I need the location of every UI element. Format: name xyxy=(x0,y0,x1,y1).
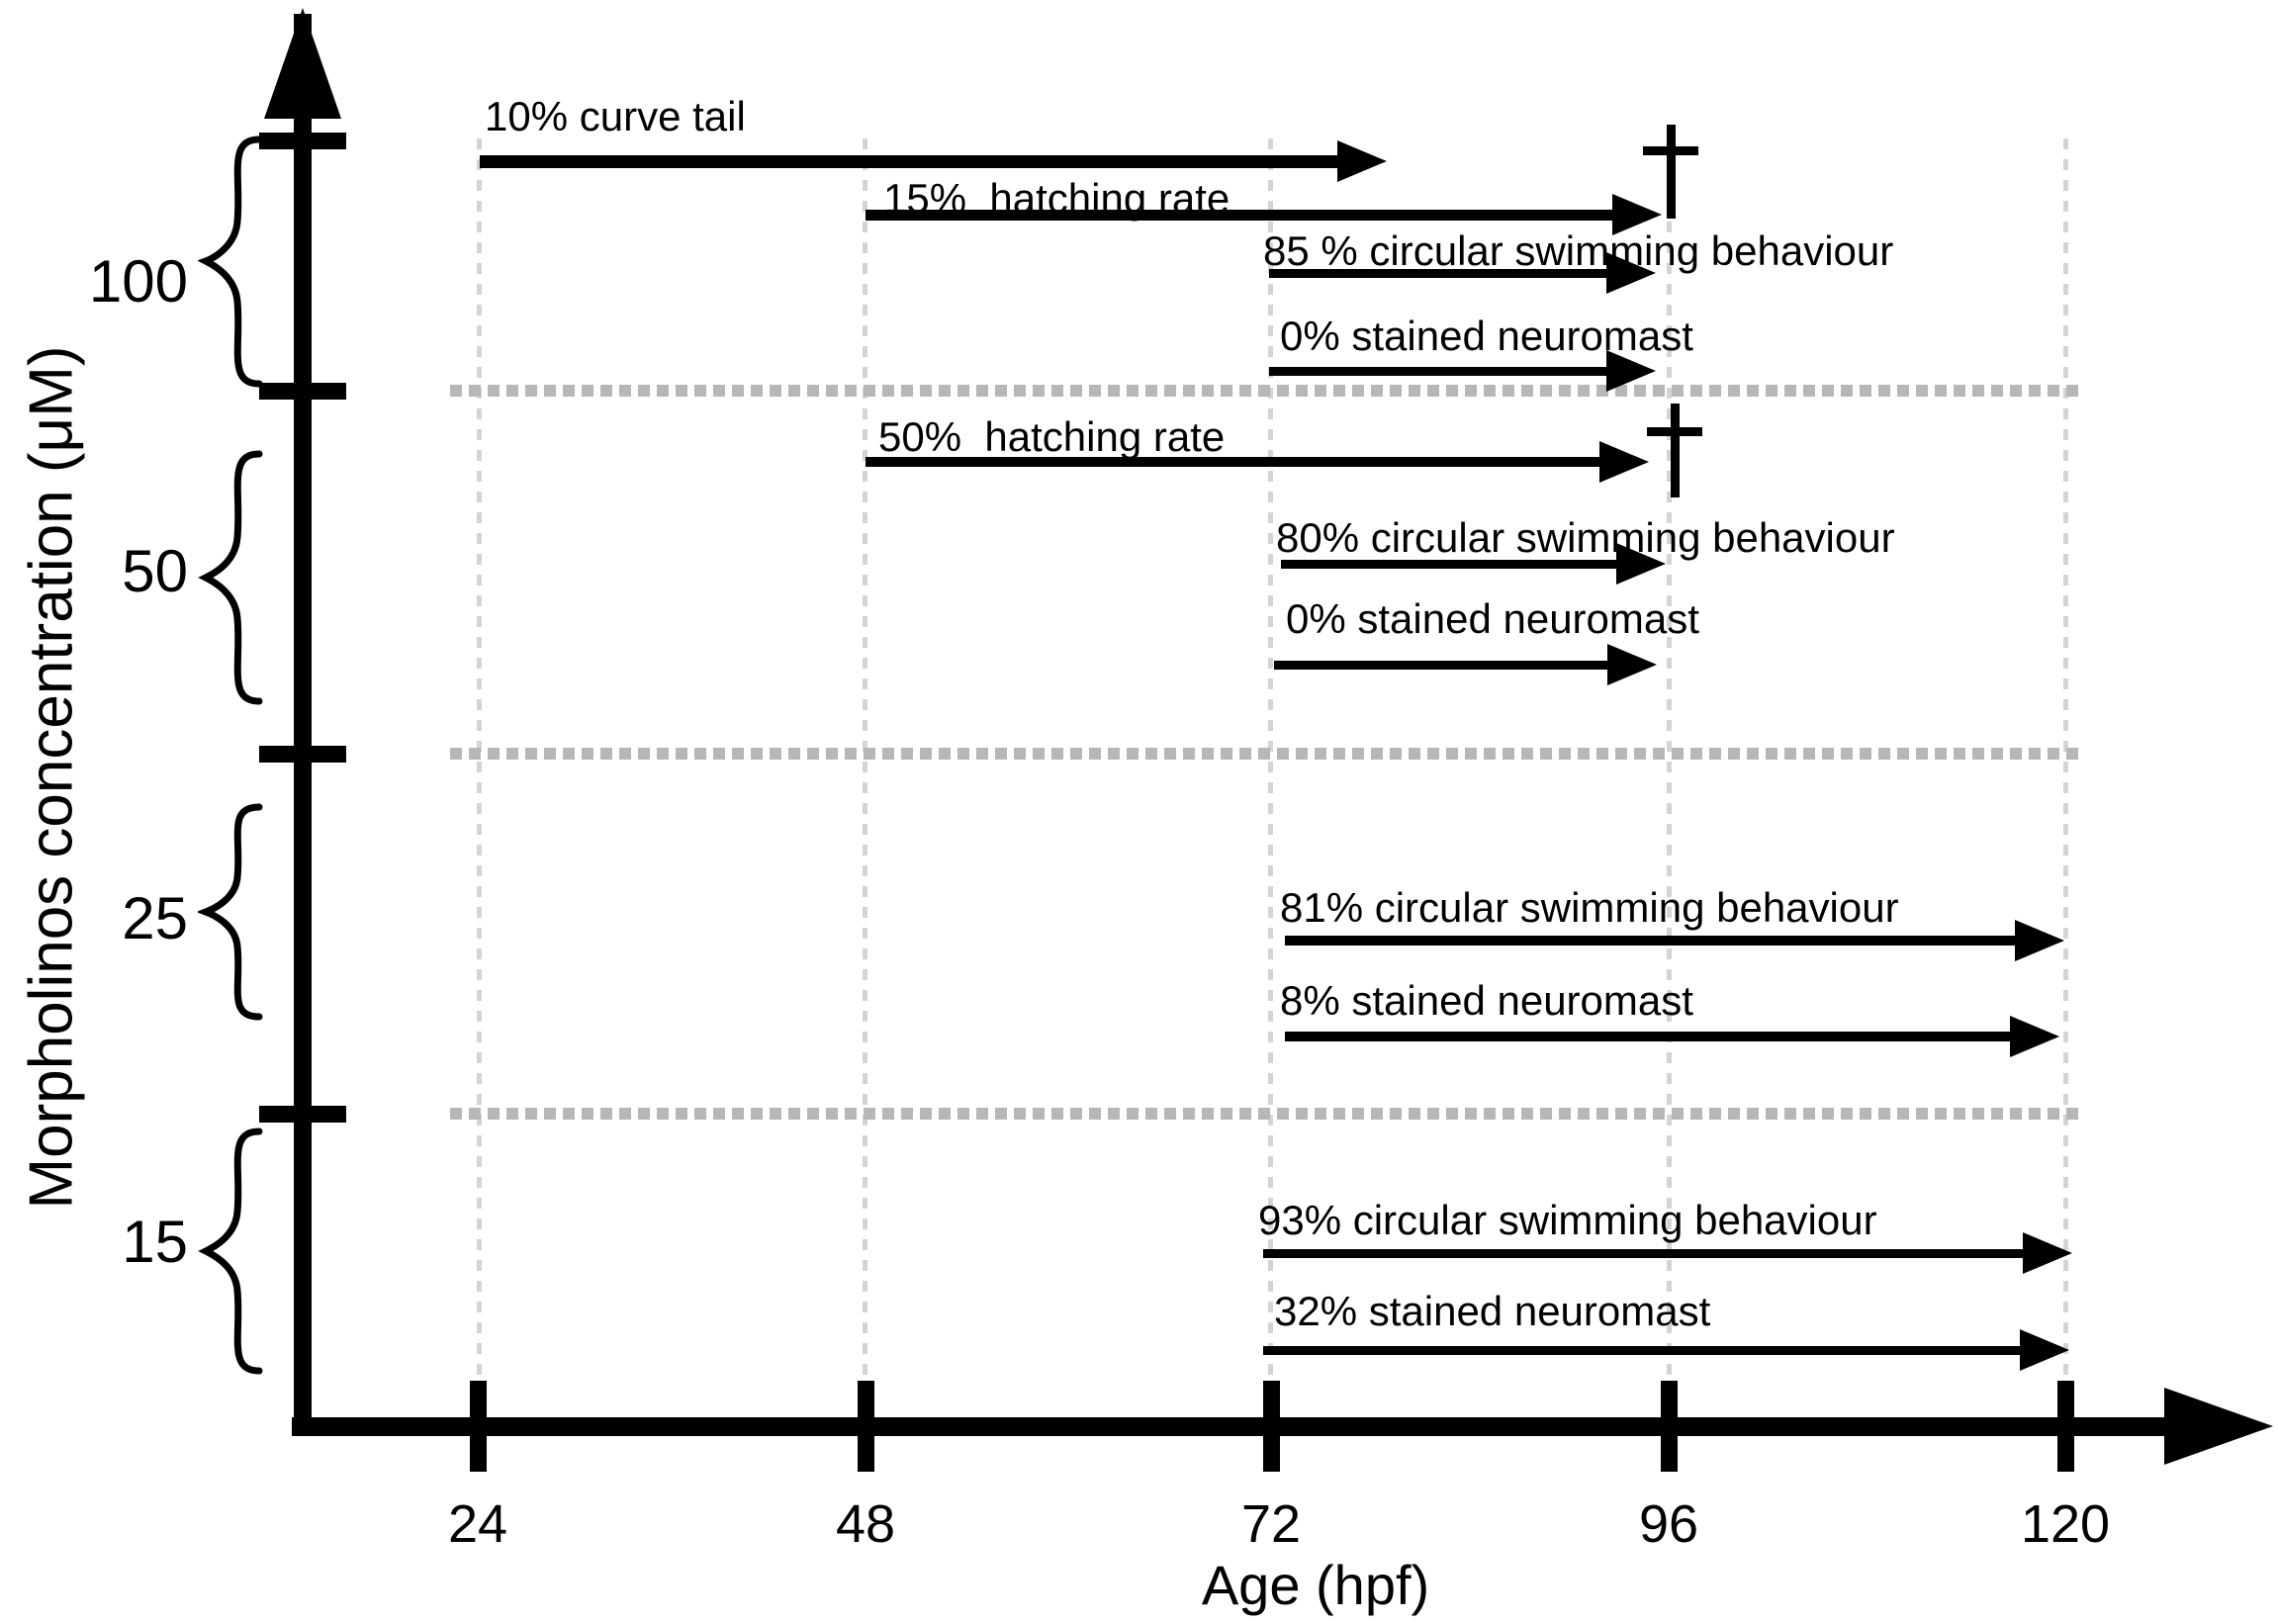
label-15-neuromast: 32% stained neuromast xyxy=(1274,1288,1711,1334)
gridline-96 xyxy=(1667,138,1672,1424)
label-100-circular: 85 % circular swimming behaviour xyxy=(1263,227,1894,274)
y-tick-top xyxy=(259,133,346,149)
arrowhead-icon xyxy=(1337,140,1387,182)
y-group-label-25: 25 xyxy=(122,885,188,951)
x-tick-label-48: 48 xyxy=(835,1494,896,1554)
brace-50 xyxy=(198,450,263,705)
arrowhead-icon xyxy=(2015,920,2064,961)
band-separator-50-25 xyxy=(450,748,2080,760)
arrow-100-curve-tail xyxy=(480,155,1341,168)
arrowhead-icon xyxy=(2010,1016,2059,1057)
arrowhead-icon xyxy=(1612,194,1662,235)
y-tick-50-25 xyxy=(259,746,346,763)
arrow-50-circular xyxy=(1281,560,1620,569)
x-tick-48 xyxy=(858,1381,874,1472)
y-axis-title: Morpholinos concentration (μM) xyxy=(17,345,86,1210)
brace-25 xyxy=(198,803,263,1021)
arrow-25-circular xyxy=(1285,936,2019,946)
label-15-circular: 93% circular swimming behaviour xyxy=(1258,1197,1877,1243)
x-tick-label-96: 96 xyxy=(1638,1494,1699,1554)
x-axis-line xyxy=(292,1417,2176,1436)
label-50-circular: 80% circular swimming behaviour xyxy=(1276,514,1895,561)
label-100-curve-tail: 10% curve tail xyxy=(485,93,746,139)
x-tick-label-24: 24 xyxy=(447,1494,508,1554)
arrowhead-icon xyxy=(1606,252,1656,294)
x-tick-72 xyxy=(1263,1381,1280,1472)
x-tick-label-120: 120 xyxy=(2020,1494,2111,1554)
arrow-100-hatching xyxy=(866,210,1616,221)
arrow-50-neuromast xyxy=(1274,661,1611,670)
x-tick-120 xyxy=(2057,1381,2074,1472)
brace-100 xyxy=(198,135,263,388)
arrowhead-icon xyxy=(1616,543,1666,585)
arrowhead-icon xyxy=(1607,644,1657,685)
y-tick-25-15 xyxy=(259,1106,346,1123)
band-separator-100-50 xyxy=(450,385,2080,397)
arrow-100-neuromast xyxy=(1269,367,1610,376)
arrowhead-icon xyxy=(2020,1329,2069,1371)
gridline-72 xyxy=(1268,138,1273,1424)
x-axis-arrowhead-icon xyxy=(2164,1388,2273,1465)
y-group-label-50: 50 xyxy=(122,538,188,604)
arrowhead-icon xyxy=(1606,350,1656,392)
label-100-neuromast: 0% stained neuromast xyxy=(1280,313,1693,359)
arrow-100-circular xyxy=(1269,269,1610,278)
brace-15 xyxy=(198,1128,263,1375)
label-25-neuromast: 8% stained neuromast xyxy=(1280,977,1693,1024)
gridline-120 xyxy=(2063,138,2068,1424)
arrow-25-neuromast xyxy=(1285,1032,2014,1041)
y-group-label-15: 15 xyxy=(122,1209,188,1275)
x-tick-label-72: 72 xyxy=(1240,1494,1302,1554)
y-axis-line xyxy=(294,14,312,1432)
y-group-label-100: 100 xyxy=(88,248,188,315)
gridline-48 xyxy=(863,138,867,1424)
band-separator-25-15 xyxy=(450,1108,2080,1120)
x-tick-96 xyxy=(1661,1381,1678,1472)
x-tick-24 xyxy=(470,1381,487,1472)
y-axis-arrowhead-icon xyxy=(264,8,341,119)
label-25-circular: 81% circular swimming behaviour xyxy=(1280,884,1899,931)
x-axis-title: Age (hpf) xyxy=(1201,1554,1430,1616)
y-tick-100-50 xyxy=(259,383,346,400)
label-50-hatching: 50% hatching rate xyxy=(878,413,1226,460)
arrow-15-neuromast xyxy=(1263,1346,2024,1355)
dagger-icon xyxy=(1647,404,1702,497)
dagger-icon xyxy=(1643,125,1698,219)
gridline-24 xyxy=(477,138,482,1424)
label-50-neuromast: 0% stained neuromast xyxy=(1286,595,1699,642)
arrowhead-icon xyxy=(1599,441,1649,483)
arrowhead-icon xyxy=(2023,1232,2072,1274)
arrow-50-hatching xyxy=(866,457,1603,467)
arrow-15-circular xyxy=(1263,1249,2027,1258)
